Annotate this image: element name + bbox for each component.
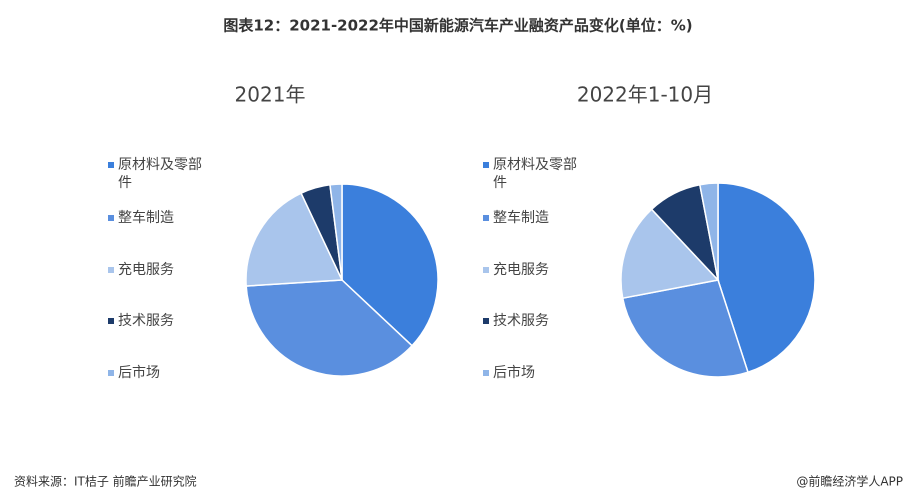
pie-title: 2022年1-10月 — [577, 83, 713, 107]
legend-swatch — [108, 162, 114, 168]
legend-label: 原材料及零部件 — [118, 157, 202, 191]
pie-slice — [341, 183, 439, 347]
legend-swatch — [108, 215, 114, 221]
legend-label: 后市场 — [493, 364, 535, 381]
legend-swatch — [108, 267, 114, 273]
pie-slice — [329, 183, 343, 281]
pie-slice — [698, 182, 719, 281]
legend-swatch — [108, 318, 114, 324]
legend-label: 原材料及零部件 — [493, 157, 577, 191]
legend-label: 整车制造 — [493, 209, 549, 226]
legend-label: 技术服务 — [493, 313, 549, 329]
source: 资料来源：IT桔子 前瞻产业研究院 — [14, 474, 197, 489]
pie-slice — [245, 192, 344, 287]
pie-slice — [717, 182, 816, 374]
legend-swatch — [483, 162, 489, 168]
legend-swatch — [483, 267, 489, 273]
legend-swatch — [483, 215, 489, 221]
legend-label: 充电服务 — [493, 262, 549, 278]
pie-slice — [621, 279, 749, 378]
legend-label: 整车制造 — [118, 209, 174, 226]
title: 图表12：2021-2022年中国新能源汽车产业融资产品变化(单位：%) — [223, 17, 692, 35]
credit: @前瞻经济学人APP — [796, 474, 903, 489]
pie-slice — [245, 279, 414, 377]
legend-label: 后市场 — [118, 364, 160, 381]
pie-title: 2021年 — [235, 83, 306, 107]
legend-label: 充电服务 — [118, 262, 174, 278]
legend-swatch — [483, 318, 489, 324]
legend-label: 技术服务 — [118, 313, 174, 329]
legend-swatch — [483, 370, 489, 376]
legend-swatch — [108, 370, 114, 376]
pie-slice — [620, 208, 720, 300]
